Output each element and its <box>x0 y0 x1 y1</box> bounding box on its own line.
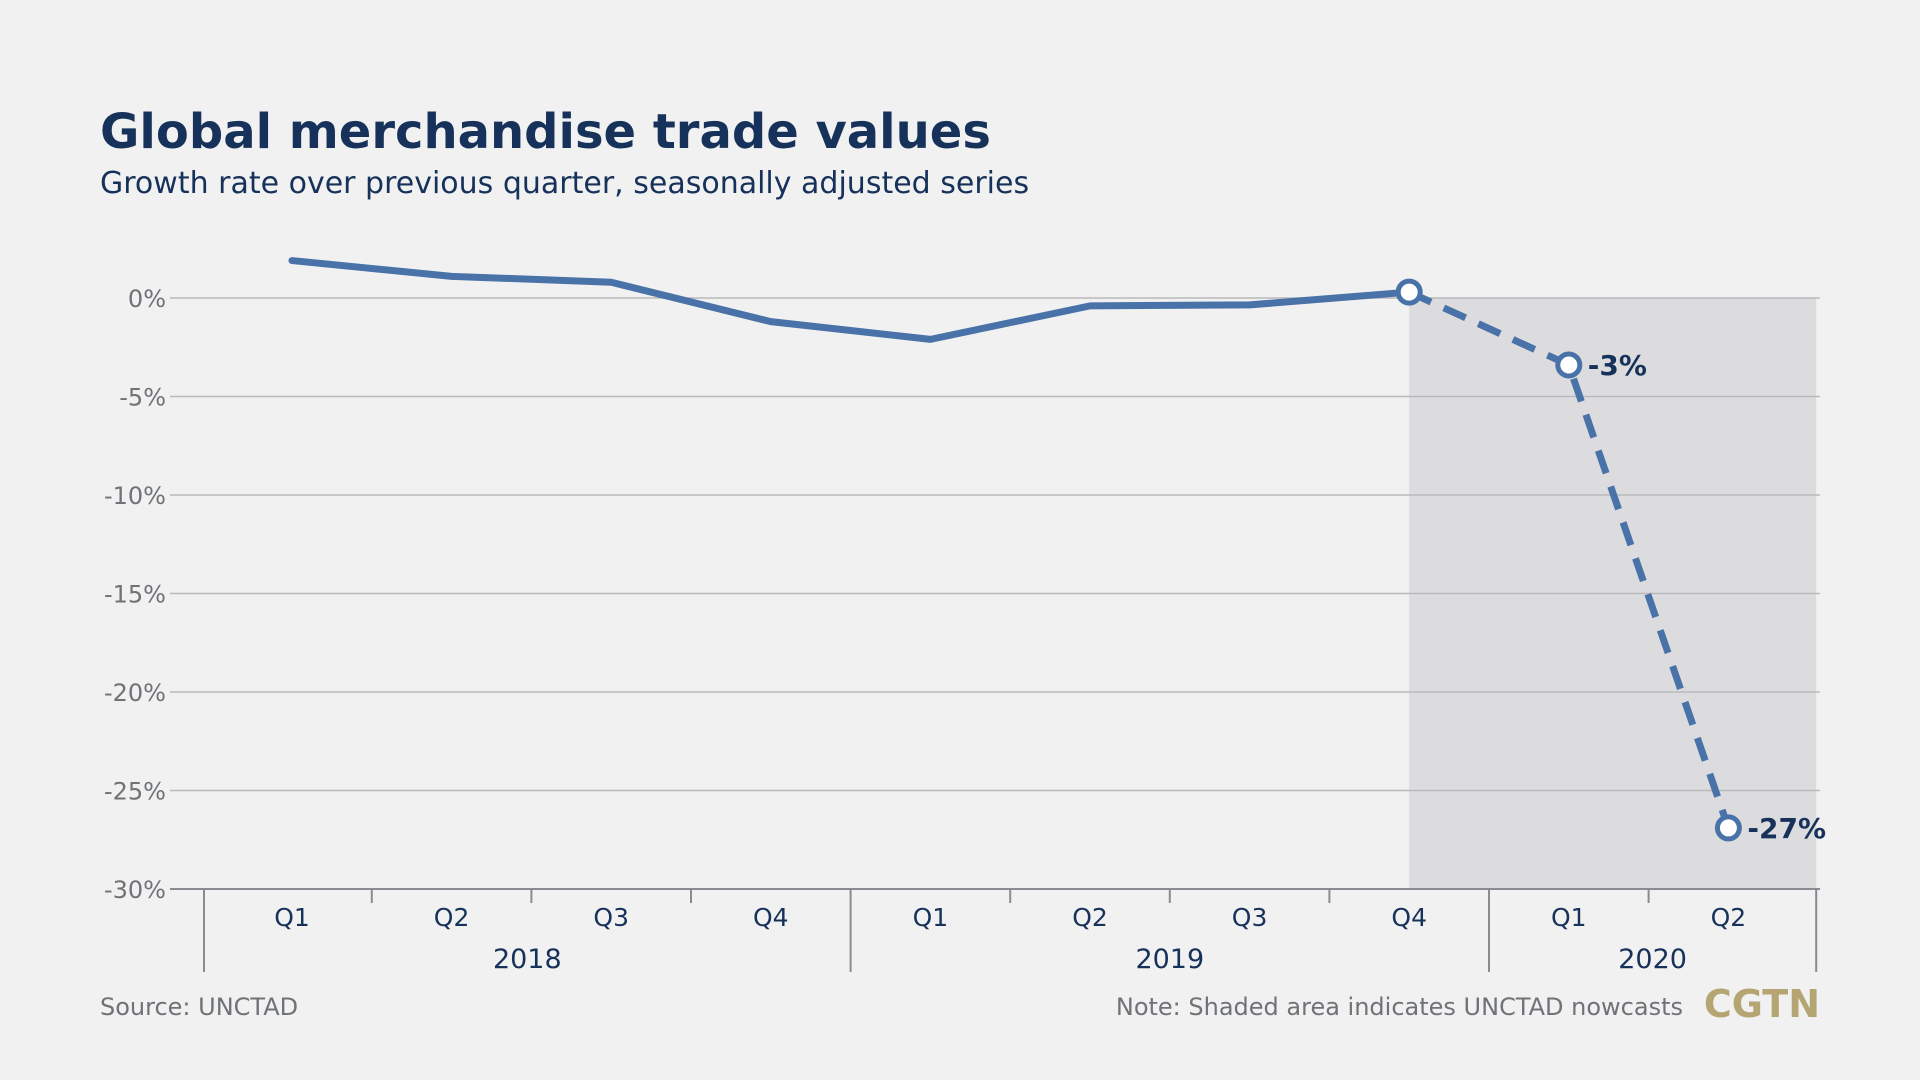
y-tick-label: -5% <box>119 384 166 412</box>
x-axis: Q1 Q2 Q3 Q4 Q1 Q2 Q3 Q4 Q1 Q2 2018 2019 2020 <box>203 889 1818 975</box>
data-point-marker <box>1555 351 1583 379</box>
chart-subtitle: Growth rate over previous quarter, seaso… <box>100 166 1029 201</box>
x-tick-label: Q1 <box>1551 903 1587 932</box>
x-tick-label: Q1 <box>913 903 949 932</box>
y-tick-label: -30% <box>104 876 166 904</box>
data-point-marker <box>1714 814 1742 842</box>
x-tick-label: Q3 <box>1232 903 1268 932</box>
data-label: -27% <box>1747 812 1826 845</box>
y-tick-label: -20% <box>104 679 166 707</box>
shaded-area-note: Note: Shaded area indicates UNCTAD nowca… <box>1116 993 1683 1021</box>
chart-title: Global merchandise trade values <box>100 104 991 160</box>
x-tick-label: Q3 <box>593 903 629 932</box>
actual-series-line <box>288 257 1413 343</box>
x-tick-label: Q2 <box>1072 903 1108 932</box>
cgtn-logo: CGTN <box>1704 982 1820 1026</box>
series-line <box>288 257 1742 842</box>
year-label: 2019 <box>1135 944 1204 975</box>
y-tick-label: -25% <box>104 778 166 806</box>
y-tick-label: 0% <box>128 285 166 313</box>
x-tick-label: Q2 <box>434 903 470 932</box>
y-tick-label: -15% <box>104 581 166 609</box>
data-label: -3% <box>1588 349 1647 382</box>
source-note: Source: UNCTAD <box>100 993 298 1021</box>
x-tick-label: Q1 <box>274 903 310 932</box>
x-tick-label: Q2 <box>1711 903 1747 932</box>
y-axis: 0% -5% -10% -15% -20% -25% -30% <box>104 285 166 904</box>
data-labels: -3% -27% <box>1588 349 1826 845</box>
data-point-marker <box>1395 278 1423 306</box>
year-label: 2020 <box>1618 944 1687 975</box>
x-tick-label: Q4 <box>753 903 789 932</box>
y-tick-label: -10% <box>104 482 166 510</box>
year-label: 2018 <box>493 944 562 975</box>
gridlines <box>170 297 1820 890</box>
x-tick-label: Q4 <box>1391 903 1427 932</box>
